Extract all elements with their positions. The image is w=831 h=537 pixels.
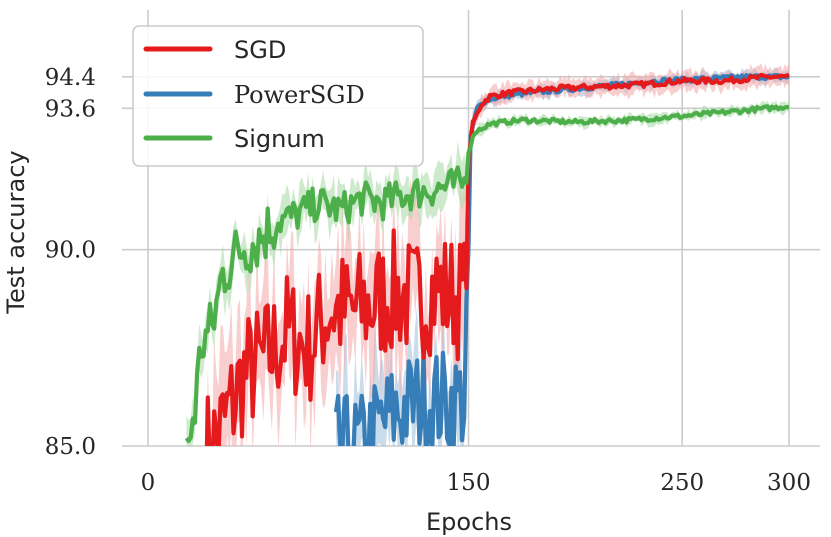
y-tick-labels: 85.0 90.0 93.6 94.4 [45, 65, 96, 460]
x-tick-labels: 0 150 250 300 [141, 470, 811, 496]
x-tick-label: 150 [447, 470, 491, 496]
x-tick-label: 250 [660, 470, 704, 496]
series-line-signum [184, 104, 790, 444]
legend-label-powersgd: PowerSGD [234, 81, 365, 109]
x-axis-label: Epochs [426, 508, 512, 536]
y-tick-label: 85.0 [45, 434, 96, 460]
series-line-sgd [204, 72, 790, 446]
y-tick-label: 90.0 [45, 238, 96, 264]
legend-label-signum: Signum [234, 125, 325, 153]
y-tick-label: 94.4 [45, 65, 96, 91]
legend-frame [132, 25, 424, 167]
x-tick-label: 300 [767, 470, 811, 496]
x-tick-label: 0 [141, 470, 156, 496]
y-tick-label: 93.6 [45, 96, 96, 122]
series-lines [184, 72, 790, 446]
y-axis-label: Test accuracy [2, 150, 30, 314]
legend-label-sgd: SGD [234, 36, 286, 64]
legend: SGD PowerSGD Signum [132, 25, 424, 167]
